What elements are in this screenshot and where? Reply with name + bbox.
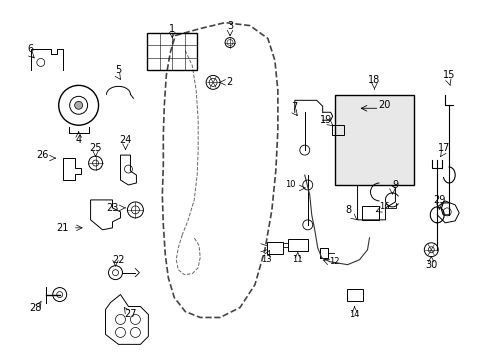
Bar [147,32,197,71]
Polygon shape [90,200,120,230]
Text: 9: 9 [391,180,398,190]
Polygon shape [120,155,136,185]
Text: 3: 3 [226,21,233,31]
Text: 5: 5 [115,66,122,76]
Text: 15: 15 [442,71,454,80]
Text: 17: 17 [437,143,449,153]
Text: 21: 21 [56,223,68,233]
Text: 7: 7 [291,102,297,112]
Text: 4: 4 [76,135,81,145]
Text: 22: 22 [112,255,124,265]
Text: 12: 12 [329,257,339,266]
Text: 10: 10 [285,180,295,189]
Text: 16: 16 [378,202,389,211]
Text: 25: 25 [89,143,102,153]
Text: 18: 18 [367,75,380,85]
Text: 29: 29 [432,195,445,205]
Text: 1: 1 [169,24,175,33]
Text: 14: 14 [348,310,359,319]
Text: 23: 23 [106,203,118,213]
Polygon shape [357,170,395,220]
Text: 13: 13 [260,255,271,264]
Polygon shape [105,294,148,345]
Bar [361,206,379,220]
Bar [331,125,343,135]
Polygon shape [62,158,81,180]
Bar [287,239,307,251]
Text: 26: 26 [36,150,49,160]
Circle shape [75,101,82,109]
Text: 30: 30 [424,260,436,270]
Text: 28: 28 [30,302,42,312]
Text: 24: 24 [119,135,131,145]
Text: 27: 27 [124,310,137,319]
Bar [266,242,282,254]
Text: 11: 11 [292,255,303,264]
Text: 6: 6 [28,44,34,54]
Text: 20: 20 [378,100,390,110]
Bar [346,289,362,301]
Text: 19: 19 [319,115,331,125]
Bar [334,95,413,185]
Text: 8: 8 [345,205,351,215]
Text: 2: 2 [225,77,232,87]
